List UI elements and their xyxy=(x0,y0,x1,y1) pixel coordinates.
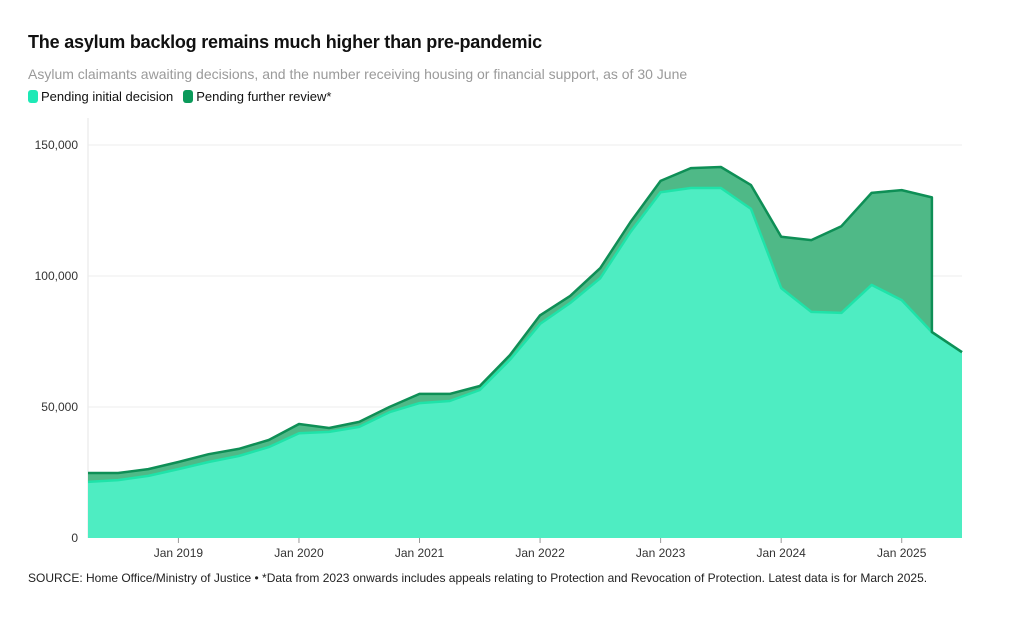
initial-area xyxy=(88,188,962,538)
legend: Pending initial decision Pending further… xyxy=(28,89,335,104)
y-tick-label: 150,000 xyxy=(35,138,79,152)
x-tick-label: Jan 2019 xyxy=(154,546,204,560)
x-tick-label: Jan 2022 xyxy=(515,546,565,560)
total-line xyxy=(88,165,963,475)
legend-swatch-review xyxy=(183,90,194,103)
initial-line xyxy=(87,186,963,484)
legend-item-review: Pending further review* xyxy=(183,89,331,104)
legend-item-initial: Pending initial decision xyxy=(28,89,173,104)
x-tick-label: Jan 2021 xyxy=(395,546,445,560)
y-tick-label: 50,000 xyxy=(41,400,78,414)
x-tick-label: Jan 2025 xyxy=(877,546,927,560)
x-tick-label: Jan 2024 xyxy=(756,546,806,560)
source-note: SOURCE: Home Office/Ministry of Justice … xyxy=(28,571,928,585)
y-tick-label: 0 xyxy=(71,531,78,545)
legend-label-initial: Pending initial decision xyxy=(41,89,174,104)
x-tick-label: Jan 2023 xyxy=(636,546,686,560)
legend-swatch-initial xyxy=(28,90,38,103)
chart-title: The asylum backlog remains much higher t… xyxy=(28,32,542,52)
legend-label-review: Pending further review* xyxy=(196,89,332,104)
x-tick-label: Jan 2020 xyxy=(274,546,324,560)
areas xyxy=(87,165,963,538)
chart-subtitle: Asylum claimants awaiting decisions, and… xyxy=(28,66,688,82)
y-tick-label: 100,000 xyxy=(35,269,79,283)
axes: 0 50,000 100,000 150,000 Jan 2019 Jan 2020 Jan… xyxy=(35,138,927,560)
